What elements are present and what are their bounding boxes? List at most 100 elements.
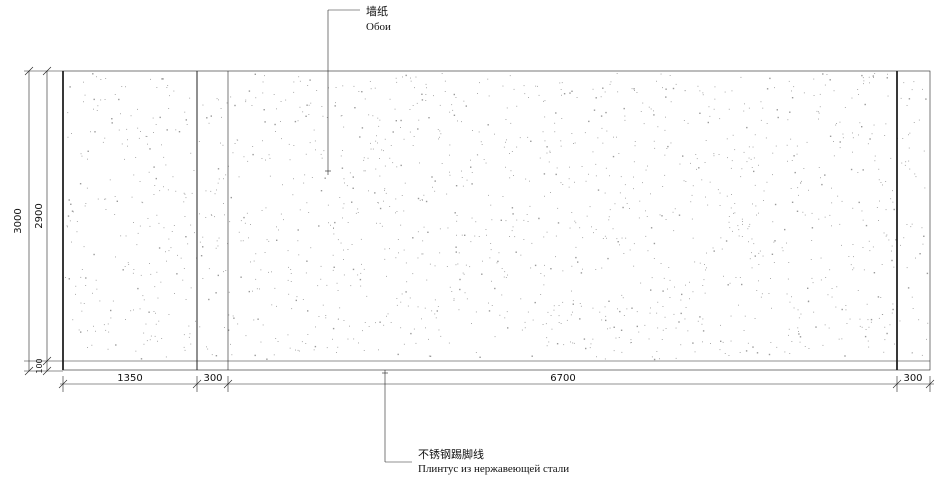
texture-speck — [137, 127, 139, 129]
texture-speck — [332, 254, 334, 256]
texture-speck — [254, 354, 256, 357]
texture-speck — [701, 179, 703, 181]
texture-speck — [285, 99, 287, 101]
texture-speck — [412, 237, 414, 239]
texture-speck — [604, 91, 606, 93]
texture-speck — [515, 251, 517, 253]
texture-speck — [631, 342, 632, 343]
texture-speck — [311, 177, 313, 178]
texture-speck — [127, 139, 128, 141]
texture-speck — [162, 78, 164, 80]
texture-speck — [471, 172, 473, 173]
texture-speck — [342, 217, 343, 219]
texture-speck — [368, 190, 369, 192]
texture-speck — [566, 319, 568, 321]
texture-speck — [419, 199, 421, 201]
texture-speck — [108, 331, 110, 333]
texture-speck — [146, 340, 148, 342]
texture-speck — [746, 126, 748, 129]
texture-speck — [833, 141, 834, 142]
texture-speck — [308, 212, 310, 213]
texture-speck — [659, 214, 661, 216]
texture-speck — [157, 297, 159, 299]
texture-speck — [717, 189, 719, 191]
texture-speck — [302, 111, 304, 113]
texture-speck — [237, 323, 239, 325]
texture-speck — [352, 268, 355, 271]
texture-speck — [84, 94, 86, 96]
texture-speck — [193, 170, 195, 171]
texture-speck — [740, 176, 742, 178]
texture-speck — [616, 238, 618, 240]
texture-speck — [485, 229, 487, 230]
texture-speck — [788, 334, 789, 336]
texture-speck — [590, 343, 592, 345]
texture-speck — [377, 202, 379, 203]
texture-speck — [99, 300, 101, 302]
texture-speck — [337, 346, 339, 348]
texture-speck — [625, 197, 626, 199]
texture-speck — [68, 199, 70, 201]
texture-speck — [738, 229, 740, 231]
texture-speck — [705, 140, 707, 141]
texture-speck — [124, 266, 126, 267]
texture-speck — [412, 273, 414, 275]
texture-speck — [194, 232, 195, 234]
texture-speck — [694, 261, 696, 263]
texture-speck — [315, 326, 316, 328]
texture-speck — [880, 297, 882, 298]
texture-speck — [384, 165, 386, 167]
texture-speck — [873, 124, 875, 126]
texture-speck — [734, 149, 736, 151]
texture-speck — [561, 94, 562, 96]
texture-speck — [459, 288, 461, 291]
texture-speck — [786, 293, 788, 295]
texture-speck — [135, 157, 137, 158]
texture-speck — [685, 181, 687, 182]
texture-speck — [439, 130, 441, 132]
texture-speck — [95, 330, 96, 332]
texture-speck — [297, 240, 299, 242]
texture-speck — [482, 260, 483, 262]
texture-speck — [521, 329, 523, 331]
texture-speck — [455, 97, 457, 98]
texture-speck — [269, 175, 271, 177]
texture-speck — [859, 325, 861, 327]
texture-speck — [743, 110, 745, 112]
texture-speck — [886, 332, 888, 335]
texture-speck — [434, 313, 436, 315]
texture-speck — [100, 99, 102, 101]
texture-speck — [748, 146, 750, 148]
texture-speck — [613, 326, 615, 328]
texture-speck — [433, 95, 434, 97]
texture-speck — [861, 74, 863, 77]
texture-speck — [523, 219, 525, 221]
texture-speck — [638, 217, 640, 219]
texture-speck — [773, 262, 775, 263]
texture-speck — [410, 332, 412, 335]
texture-speck — [759, 250, 761, 252]
texture-speck — [379, 175, 381, 177]
texture-speck — [640, 282, 642, 284]
texture-speck — [370, 148, 372, 150]
texture-speck — [427, 231, 429, 233]
dim-height-total: 3000 — [13, 208, 24, 233]
texture-speck — [625, 237, 627, 239]
texture-speck — [745, 350, 748, 352]
texture-speck — [665, 88, 667, 90]
texture-speck — [458, 309, 460, 311]
texture-speck — [363, 159, 365, 161]
texture-speck — [687, 122, 689, 124]
texture-speck — [734, 212, 736, 214]
texture-speck — [746, 161, 748, 163]
texture-speck — [250, 224, 251, 225]
label-wallpaper-zh: 墙纸 — [366, 4, 388, 18]
texture-speck — [555, 235, 557, 237]
texture-speck — [260, 269, 262, 271]
texture-speck — [859, 318, 861, 320]
texture-speck — [307, 310, 309, 312]
texture-speck — [275, 338, 277, 339]
texture-speck — [143, 332, 145, 334]
texture-speck — [202, 104, 204, 106]
texture-speck — [733, 212, 734, 214]
